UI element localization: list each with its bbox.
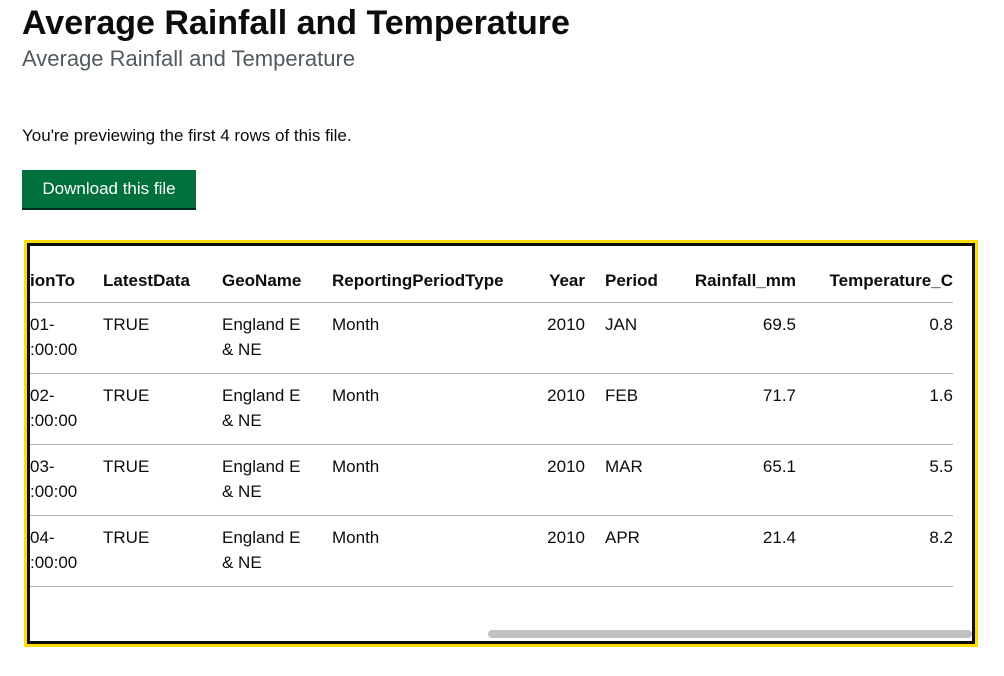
table-cell: England E & NE bbox=[222, 386, 301, 430]
column-header: Temperature_C bbox=[829, 271, 953, 290]
table-cell: FEB bbox=[605, 386, 639, 405]
table-frame bbox=[24, 240, 978, 647]
table-cell: MAR bbox=[605, 457, 643, 476]
table-cell: 2010 bbox=[547, 386, 585, 405]
table-cell: 2010 bbox=[547, 457, 585, 476]
table-cell: 1.6 bbox=[929, 386, 953, 405]
table-cell: APR bbox=[605, 528, 640, 547]
table-viewport: ionTo LatestData GeoName ReportingPeriodTyp… bbox=[30, 246, 953, 626]
table-cell: TRUE bbox=[103, 386, 150, 405]
column-header: LatestData bbox=[103, 271, 190, 290]
column-header: Year bbox=[549, 271, 585, 290]
table-cell: Month bbox=[332, 528, 380, 547]
column-header: ReportingPeriodType bbox=[332, 271, 504, 290]
table-cell: 8.2 bbox=[929, 528, 953, 547]
column-header: GeoName bbox=[222, 271, 302, 290]
row-divider bbox=[30, 302, 953, 303]
table-cell: 03- :00:00 bbox=[30, 457, 78, 501]
table-cell: JAN bbox=[605, 315, 638, 334]
row-divider bbox=[30, 444, 953, 445]
table-cell: England E & NE bbox=[222, 528, 301, 572]
table-cell: 01- :00:00 bbox=[30, 315, 78, 359]
table-cell: 71.7 bbox=[762, 386, 796, 405]
table-cell: 02- :00:00 bbox=[30, 386, 78, 430]
table-cell: 65.1 bbox=[762, 457, 796, 476]
row-divider bbox=[30, 515, 953, 516]
table-cell: TRUE bbox=[103, 528, 150, 547]
table-cell: 0.8 bbox=[929, 315, 953, 334]
download-button[interactable]: Download this file bbox=[22, 170, 196, 208]
table-border bbox=[27, 243, 975, 644]
table-cell: Month bbox=[332, 386, 380, 405]
table-cell: England E & NE bbox=[222, 315, 301, 359]
subtitle: Average Rainfall and Temperature bbox=[22, 46, 356, 71]
table-cell: Month bbox=[332, 457, 380, 476]
title: Average Rainfall and Temperature bbox=[22, 4, 570, 42]
table-cell: 5.5 bbox=[929, 457, 953, 476]
table-cell: 2010 bbox=[547, 315, 585, 334]
table-cell: England E & NE bbox=[222, 457, 301, 501]
table-cell: 69.5 bbox=[762, 315, 796, 334]
row-divider bbox=[30, 373, 953, 374]
scrollbar[interactable] bbox=[488, 630, 972, 638]
table-cell: 2010 bbox=[547, 528, 585, 547]
table-cell: 04- :00:00 bbox=[30, 528, 78, 572]
row-divider bbox=[30, 586, 953, 587]
table-cell: TRUE bbox=[103, 457, 150, 476]
table-cell: Month bbox=[332, 315, 380, 334]
preview-note: You're previewing the first 4 rows of th… bbox=[22, 126, 352, 145]
table-cell: TRUE bbox=[103, 315, 150, 334]
table-cell: 21.4 bbox=[762, 528, 796, 547]
column-header: Rainfall_mm bbox=[694, 271, 796, 290]
column-header: Period bbox=[605, 271, 658, 290]
column-header: ionTo bbox=[30, 271, 75, 290]
